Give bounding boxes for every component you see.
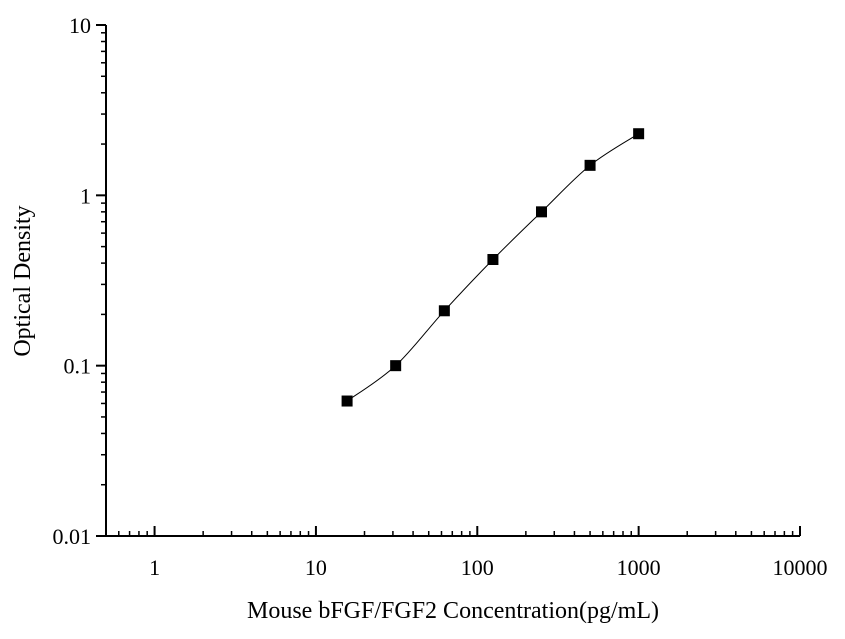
tick-labels-layer: 1 10 100 1000 10000 0.01 0.1 1 10: [53, 13, 828, 580]
x-axis-title: Mouse bFGF/FGF2 Concentration(pg/mL): [247, 598, 659, 624]
data-point: [487, 254, 499, 266]
y-tick-label: 1: [80, 183, 91, 208]
y-tick-label: 0.1: [64, 354, 92, 379]
y-tick-label: 0.01: [53, 524, 92, 549]
x-tick-label: 1: [149, 555, 160, 580]
data-point: [438, 305, 450, 317]
x-tick-label: 1000: [617, 555, 661, 580]
data-point: [633, 128, 645, 140]
data-points-layer: [341, 128, 645, 407]
y-tick-label: 10: [69, 13, 91, 38]
x-tick-label: 10000: [773, 555, 828, 580]
data-point: [535, 206, 547, 218]
data-point: [584, 159, 596, 171]
x-tick-label: 100: [461, 555, 494, 580]
x-tick-label: 10: [305, 555, 327, 580]
data-point: [390, 360, 402, 372]
axes-layer: [96, 24, 801, 537]
y-axis-title: Optical Density: [10, 205, 36, 356]
data-point: [341, 395, 353, 407]
